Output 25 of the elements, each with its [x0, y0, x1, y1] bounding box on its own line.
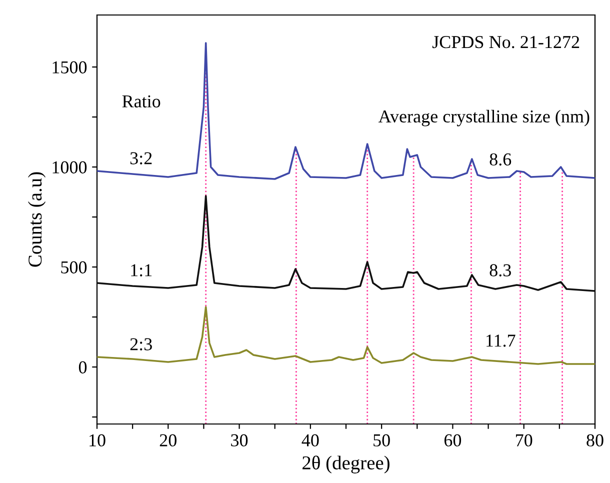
x-tick-label: 20: [160, 434, 176, 446]
x-tick-label: 70: [516, 434, 532, 446]
annotation: JCPDS No. 21-1272: [432, 36, 580, 48]
x-tick-label: 40: [302, 434, 319, 446]
annotation: 8.3: [490, 264, 511, 276]
x-tick-label: 80: [586, 434, 604, 446]
annotation: Average crystalline size (nm): [378, 110, 590, 126]
x-tick-label: 50: [374, 434, 390, 446]
annotation: Ratio: [122, 95, 160, 108]
annotation: 11.7: [486, 334, 516, 347]
y-tick-label: 1000: [52, 161, 87, 174]
x-axis-title: 2θ (degree): [302, 456, 390, 474]
y-tick-label: 1500: [52, 61, 87, 74]
series-label: 1:1: [131, 264, 152, 276]
x-tick-label: 10: [90, 434, 106, 446]
line-series: [97, 306, 595, 365]
series-label: 2:3: [130, 338, 152, 350]
annotation: 8.6: [490, 153, 512, 166]
y-tick-label: 0: [78, 361, 87, 374]
x-tick-label: 60: [444, 434, 462, 446]
series-label: 3:2: [130, 152, 152, 164]
y-axis-title: Counts (a.u): [28, 172, 46, 267]
x-tick-label: 30: [231, 434, 248, 446]
y-tick-label: 500: [61, 261, 87, 274]
line-series: [97, 195, 595, 292]
